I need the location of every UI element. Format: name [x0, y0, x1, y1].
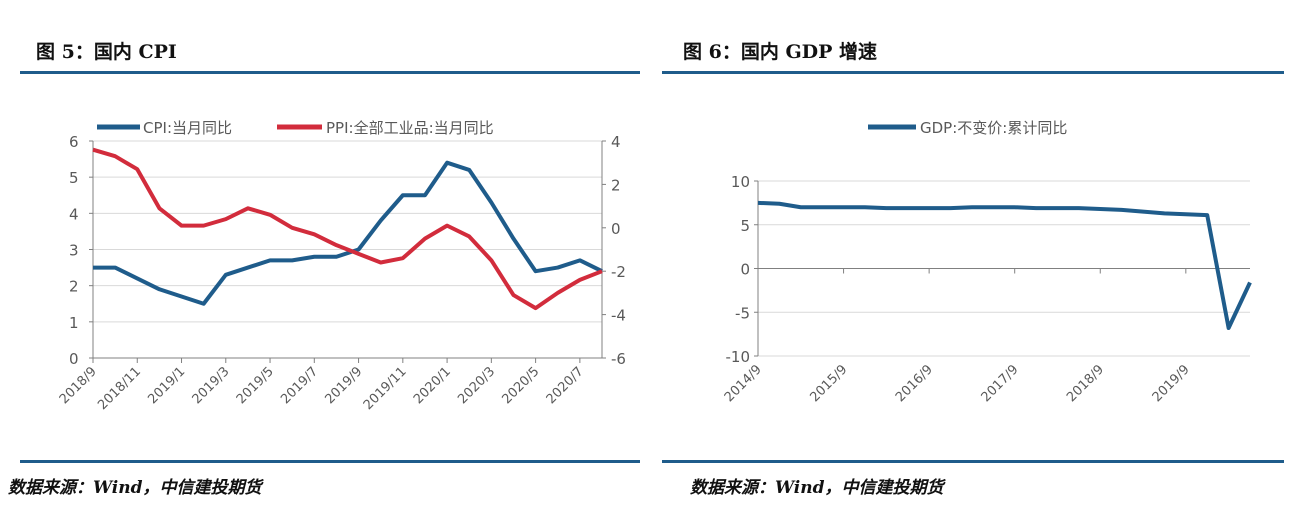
y-right-tick-label: 4: [611, 133, 621, 151]
y-left-tick-label: 2: [69, 278, 79, 296]
right-source-note: 数据来源：Wind，中信建投期货: [690, 478, 944, 498]
x-tick-label: 2018/9: [1064, 362, 1107, 405]
y-left-tick-label: 6: [69, 133, 79, 151]
x-tick-label: 2015/9: [807, 362, 850, 405]
legend-label-cpi: CPI:当月同比: [143, 119, 232, 137]
x-tick-label: 2020/7: [544, 364, 587, 407]
x-tick-label: 2018/9: [57, 364, 100, 407]
x-tick-label: 2019/7: [278, 364, 321, 407]
y-tick-label: 0: [740, 261, 750, 279]
left-title-rule: [20, 71, 640, 74]
y-right-tick-label: 2: [611, 176, 621, 194]
x-tick-label: 2020/3: [455, 364, 498, 407]
x-tick-label: 2019/1: [145, 364, 188, 407]
x-tick-label: 2020/1: [411, 364, 454, 407]
x-tick-label: 2019/11: [361, 364, 410, 413]
x-tick-label: 2019/9: [1150, 362, 1193, 405]
y-left-tick-label: 0: [69, 350, 79, 368]
y-tick-label: -10: [726, 348, 751, 366]
legend-label-ppi: PPI:全部工业品:当月同比: [326, 119, 494, 137]
x-tick-label: 2020/5: [499, 364, 542, 407]
y-left-tick-label: 5: [69, 169, 79, 187]
right-chart-title: 图 6：国内 GDP 增速: [683, 41, 878, 63]
legend-label-gdp: GDP:不变价:累计同比: [920, 119, 1067, 137]
y-tick-label: -5: [735, 304, 750, 322]
x-tick-label: 2019/5: [234, 364, 277, 407]
x-tick-label: 2016/9: [893, 362, 936, 405]
gdp-legend: GDP:不变价:累计同比: [868, 119, 1067, 137]
y-right-tick-label: 0: [611, 220, 621, 238]
y-left-tick-label: 4: [69, 205, 79, 223]
x-tick-label: 2014/9: [722, 362, 765, 405]
y-right-tick-label: -6: [611, 350, 626, 368]
left-footer-rule: [20, 460, 640, 463]
y-right-tick-label: -4: [611, 307, 626, 325]
left-source-note: 数据来源：Wind，中信建投期货: [8, 478, 262, 498]
y-tick-label: 10: [731, 173, 750, 191]
left-chart-title: 图 5：国内 CPI: [36, 41, 177, 63]
x-tick-label: 2017/9: [979, 362, 1022, 405]
cpi-line: [93, 160, 603, 306]
y-left-tick-label: 1: [69, 314, 79, 332]
x-tick-label: 2019/9: [322, 364, 365, 407]
y-tick-label: 5: [740, 217, 750, 235]
gdp-line: [757, 200, 1252, 330]
x-tick-label: 2018/11: [95, 364, 144, 413]
right-title-rule: [662, 71, 1284, 74]
cpi-legend: CPI:当月同比 PPI:全部工业品:当月同比: [97, 119, 494, 137]
right-footer-rule: [662, 460, 1284, 463]
ppi-line: [92, 147, 603, 311]
y-left-tick-label: 3: [69, 242, 79, 260]
x-tick-label: 2019/3: [190, 364, 233, 407]
y-right-tick-label: -2: [611, 263, 626, 281]
